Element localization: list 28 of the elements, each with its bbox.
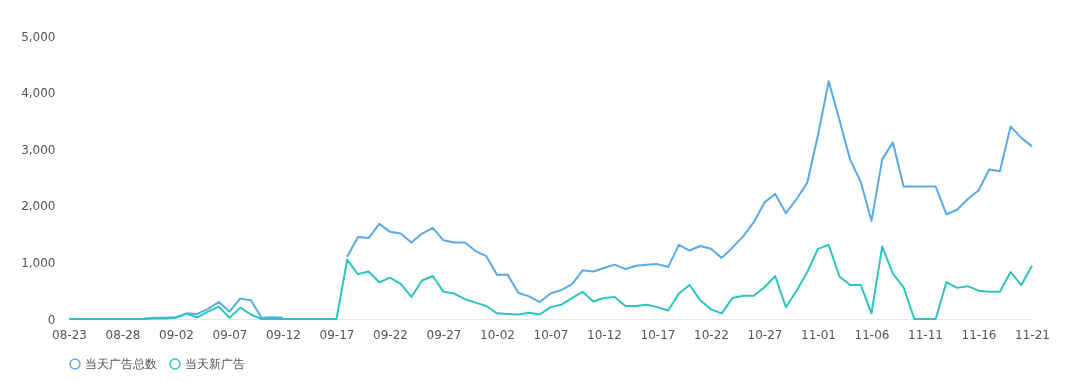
x-tick-label: 09-22	[373, 327, 408, 342]
x-tick-label: 09-12	[266, 327, 301, 342]
x-tick-label: 08-23	[52, 327, 87, 342]
x-tick-label: 10-27	[747, 327, 783, 342]
x-tick-label: 10-12	[587, 327, 622, 342]
x-tick-label: 08-28	[105, 327, 141, 342]
y-tick-label: 5,000	[21, 29, 56, 44]
y-tick-label: 1,000	[21, 255, 56, 270]
x-tick-label: 10-17	[640, 327, 676, 342]
y-tick-label: 4,000	[21, 86, 56, 101]
x-tick-label: 09-27	[426, 327, 462, 342]
x-tick-label: 11-21	[1015, 327, 1050, 342]
x-tick-label: 11-06	[854, 327, 890, 342]
x-tick-label: 11-11	[908, 327, 943, 342]
x-tick-label: 10-07	[533, 327, 569, 342]
y-tick-label: 2,000	[21, 199, 56, 214]
line-series	[68, 243, 1033, 320]
x-tick-label: 09-17	[319, 327, 355, 342]
x-tick-label: 11-01	[801, 327, 836, 342]
y-tick-label: 0	[47, 312, 56, 327]
x-tick-label: 09-07	[212, 327, 248, 342]
x-tick-label: 10-02	[480, 327, 515, 342]
y-tick-label: 3,000	[21, 142, 56, 157]
legend-label: 当天广告总数	[85, 357, 157, 371]
x-tick-label: 09-02	[159, 327, 194, 342]
x-tick-label: 11-16	[961, 327, 997, 342]
x-tick-label: 10-22	[694, 327, 729, 342]
legend-label: 当天新广告	[185, 357, 245, 371]
